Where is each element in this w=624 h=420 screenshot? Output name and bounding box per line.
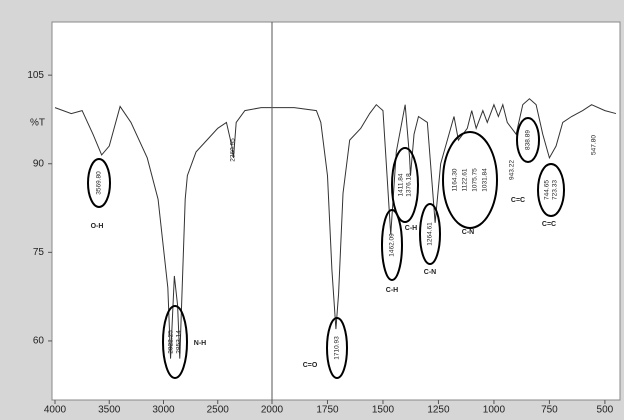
x-tick-label: 3000 <box>152 405 175 416</box>
x-tick-label: 4000 <box>44 405 67 416</box>
peak-label: 547.80 <box>591 135 598 155</box>
x-tick-label: 500 <box>597 405 614 416</box>
x-tick-label: 2500 <box>207 405 230 416</box>
x-tick-label: 1750 <box>316 405 339 416</box>
x-tick-label: 1250 <box>427 405 450 416</box>
peak-ellipse <box>419 203 441 265</box>
group-label: O-H <box>91 223 104 230</box>
peak-label: 723.33 <box>552 180 559 200</box>
y-axis-label: %T <box>30 118 45 129</box>
peak-ellipse <box>442 131 498 229</box>
peak-label: 1710.93 <box>334 336 341 360</box>
group-label: C=C <box>511 197 525 204</box>
peak-label: 1031.84 <box>482 168 489 192</box>
peak-label: 1075.75 <box>472 168 479 192</box>
group-label: C=C <box>542 221 556 228</box>
peak-label: 943.22 <box>509 160 516 180</box>
peak-label: 1462.09 <box>389 233 396 257</box>
y-tick-label: 75 <box>33 247 45 258</box>
peak-label: 2922.25 <box>168 330 175 354</box>
group-label: C-N <box>462 229 474 236</box>
peak-label: 1376.18 <box>406 173 413 197</box>
x-tick-label: 750 <box>541 405 558 416</box>
group-label: C-H <box>386 287 398 294</box>
plot-area <box>51 21 621 401</box>
peak-ellipse <box>516 117 540 163</box>
peak-ellipse <box>87 158 111 208</box>
x-tick-label: 2000 <box>261 405 284 416</box>
peak-ellipse <box>326 317 348 379</box>
group-label: C-N <box>424 269 436 276</box>
peak-ellipse <box>381 209 403 281</box>
group-label: N-H <box>194 340 206 347</box>
group-label: C-H <box>405 225 417 232</box>
peak-ellipse <box>391 147 419 223</box>
peak-ellipse <box>162 305 188 379</box>
peak-ellipse <box>537 163 565 217</box>
peak-label: 2853.14 <box>176 330 183 354</box>
y-tick-label: 60 <box>33 336 45 347</box>
peak-label: 1264.61 <box>427 222 434 246</box>
y-tick-label: 105 <box>27 70 44 81</box>
x-tick-label: 1500 <box>372 405 395 416</box>
peak-label: 1164.30 <box>452 168 459 191</box>
x-tick-label: 3500 <box>98 405 121 416</box>
peak-label: 3569.80 <box>96 171 103 195</box>
y-tick-label: 90 <box>33 158 45 169</box>
spectrum-line <box>272 98 617 330</box>
spectrum-line <box>54 105 272 359</box>
group-label: C=O <box>303 362 318 369</box>
peak-label: 1122.61 <box>462 168 469 191</box>
x-tick-label: 1000 <box>483 405 506 416</box>
peak-label: 744.65 <box>544 180 551 200</box>
peak-label: 1411.84 <box>398 173 405 196</box>
peak-label: 838.89 <box>525 130 532 150</box>
peak-label: 2360.95 <box>230 138 237 162</box>
